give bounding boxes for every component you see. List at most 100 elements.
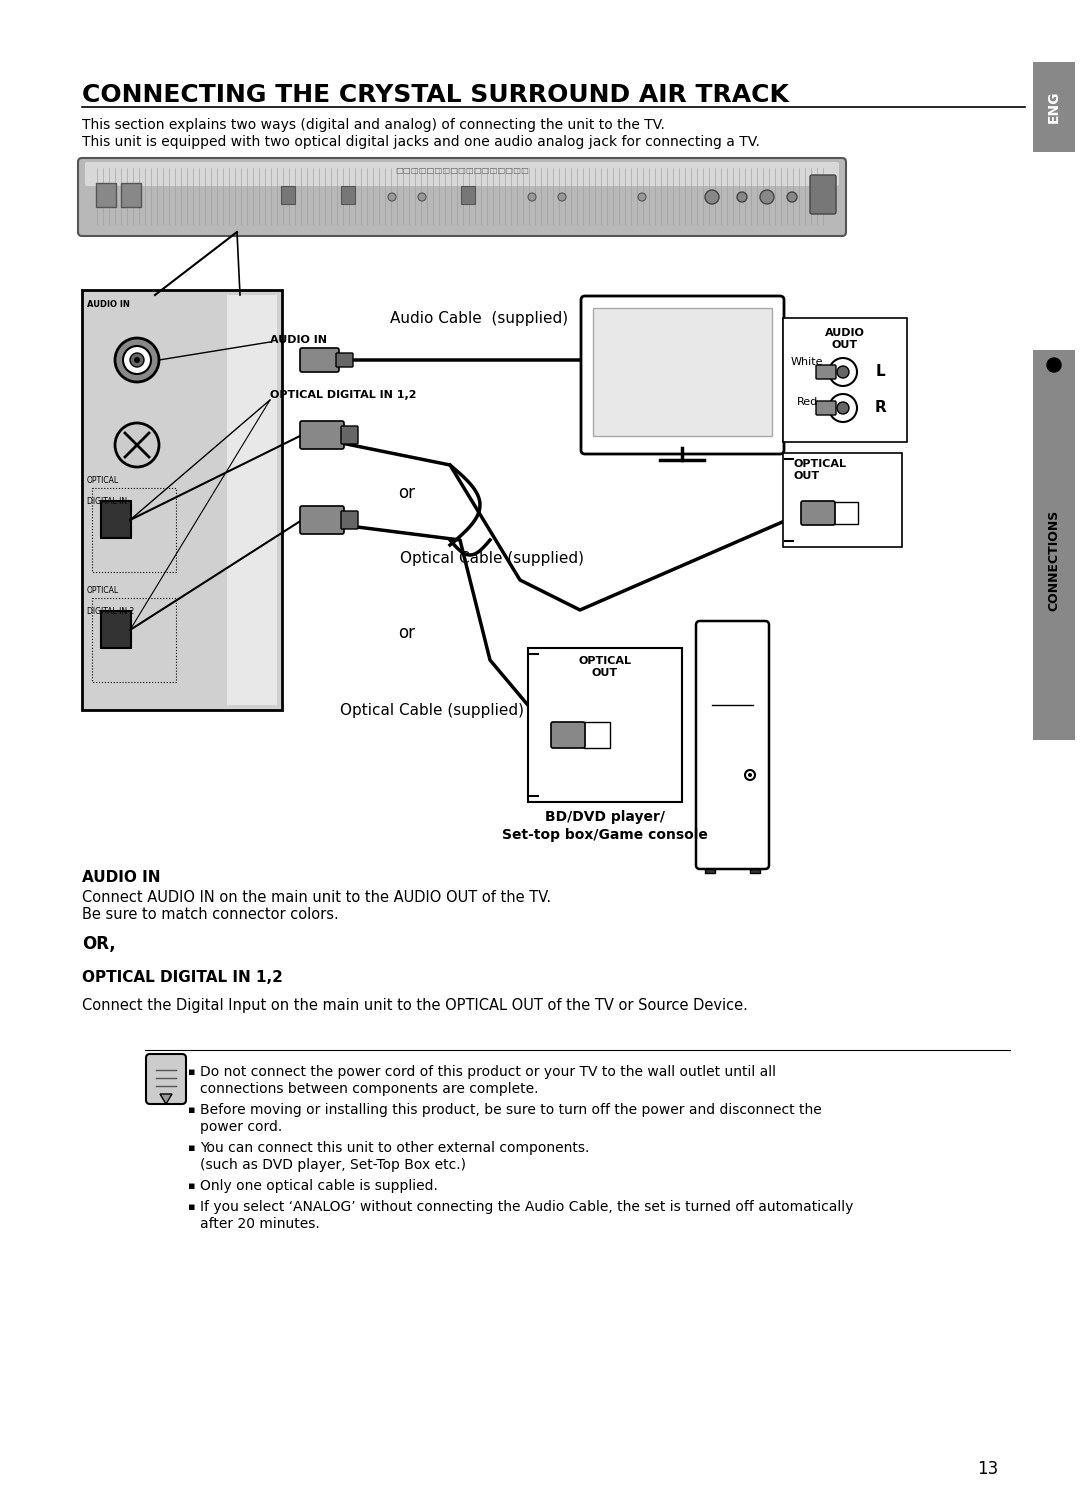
Text: or: or: [399, 483, 415, 501]
Circle shape: [837, 401, 849, 413]
Text: AUDIO IN: AUDIO IN: [82, 870, 161, 885]
Text: after 20 minutes.: after 20 minutes.: [200, 1217, 320, 1231]
Text: OPTICAL DIGITAL IN 1,2: OPTICAL DIGITAL IN 1,2: [82, 970, 283, 985]
Circle shape: [388, 192, 396, 201]
Circle shape: [705, 189, 719, 204]
Text: ▪: ▪: [188, 1106, 195, 1115]
Text: ▪: ▪: [188, 1143, 195, 1153]
FancyBboxPatch shape: [96, 184, 116, 207]
Circle shape: [114, 339, 159, 382]
FancyBboxPatch shape: [78, 158, 846, 236]
FancyBboxPatch shape: [551, 722, 585, 747]
Circle shape: [760, 189, 774, 204]
Text: power cord.: power cord.: [200, 1120, 282, 1134]
Text: Be sure to match connector colors.: Be sure to match connector colors.: [82, 907, 339, 922]
Circle shape: [130, 354, 144, 367]
FancyBboxPatch shape: [783, 454, 902, 548]
Circle shape: [558, 192, 566, 201]
Text: ▪: ▪: [188, 1067, 195, 1077]
Text: OPTICAL
OUT: OPTICAL OUT: [793, 460, 846, 480]
Text: □□□□□□□□□□□□□□□□□: □□□□□□□□□□□□□□□□□: [395, 166, 529, 175]
FancyBboxPatch shape: [801, 501, 835, 525]
FancyBboxPatch shape: [1032, 63, 1075, 152]
Text: connections between components are complete.: connections between components are compl…: [200, 1082, 539, 1097]
FancyBboxPatch shape: [816, 401, 836, 415]
Text: Before moving or installing this product, be sure to turn off the power and disc: Before moving or installing this product…: [200, 1103, 822, 1118]
Text: Connect AUDIO IN on the main unit to the AUDIO OUT of the TV.: Connect AUDIO IN on the main unit to the…: [82, 891, 551, 906]
Circle shape: [837, 366, 849, 377]
Text: OPTICAL
OUT: OPTICAL OUT: [579, 656, 632, 677]
Text: AUDIO IN: AUDIO IN: [270, 336, 327, 345]
FancyBboxPatch shape: [1032, 351, 1075, 740]
Text: DIGITAL IN 2: DIGITAL IN 2: [87, 607, 134, 616]
Text: CONNECTIONS: CONNECTIONS: [1048, 509, 1061, 610]
Circle shape: [123, 346, 151, 374]
FancyBboxPatch shape: [281, 186, 295, 204]
Circle shape: [748, 773, 752, 777]
Text: OPTICAL: OPTICAL: [87, 476, 119, 485]
Text: CONNECTING THE CRYSTAL SURROUND AIR TRACK: CONNECTING THE CRYSTAL SURROUND AIR TRAC…: [82, 84, 788, 107]
Circle shape: [418, 192, 426, 201]
Circle shape: [638, 192, 646, 201]
Text: AUDIO
OUT: AUDIO OUT: [825, 328, 865, 349]
FancyBboxPatch shape: [461, 186, 475, 204]
FancyBboxPatch shape: [300, 421, 345, 449]
Circle shape: [528, 192, 536, 201]
Text: Optical Cable (supplied): Optical Cable (supplied): [400, 551, 584, 565]
FancyBboxPatch shape: [102, 612, 131, 648]
Text: 13: 13: [977, 1461, 999, 1479]
Text: (such as DVD player, Set-Top Box etc.): (such as DVD player, Set-Top Box etc.): [200, 1158, 465, 1173]
FancyBboxPatch shape: [341, 186, 355, 204]
Text: Only one optical cable is supplied.: Only one optical cable is supplied.: [200, 1179, 437, 1194]
Text: or: or: [399, 624, 415, 642]
FancyBboxPatch shape: [102, 501, 131, 539]
Polygon shape: [160, 1094, 172, 1104]
Text: R: R: [874, 400, 886, 415]
FancyBboxPatch shape: [146, 1053, 186, 1104]
Text: AUDIO IN: AUDIO IN: [87, 300, 130, 309]
FancyBboxPatch shape: [336, 354, 353, 367]
Text: Red: Red: [796, 397, 818, 407]
FancyBboxPatch shape: [581, 295, 784, 454]
Text: Connect the Digital Input on the main unit to the OPTICAL OUT of the TV or Sourc: Connect the Digital Input on the main un…: [82, 998, 747, 1013]
Circle shape: [787, 192, 797, 201]
FancyBboxPatch shape: [300, 506, 345, 534]
Text: OR,: OR,: [82, 935, 116, 953]
Text: This unit is equipped with two optical digital jacks and one audio analog jack f: This unit is equipped with two optical d…: [82, 134, 760, 149]
Text: L: L: [875, 364, 885, 379]
FancyBboxPatch shape: [810, 175, 836, 213]
Text: OPTICAL: OPTICAL: [87, 586, 119, 595]
FancyBboxPatch shape: [82, 289, 282, 710]
FancyBboxPatch shape: [528, 648, 681, 803]
FancyBboxPatch shape: [593, 307, 772, 436]
Text: OPTICAL DIGITAL IN 1,2: OPTICAL DIGITAL IN 1,2: [270, 389, 417, 400]
FancyBboxPatch shape: [816, 366, 836, 379]
Text: BD/DVD player/: BD/DVD player/: [545, 810, 665, 824]
FancyBboxPatch shape: [227, 295, 276, 706]
Circle shape: [134, 357, 140, 363]
Text: DIGITAL IN: DIGITAL IN: [87, 497, 127, 506]
Text: This section explains two ways (digital and analog) of connecting the unit to th: This section explains two ways (digital …: [82, 118, 665, 131]
Circle shape: [1047, 358, 1061, 372]
Text: If you select ‘ANALOG’ without connecting the Audio Cable, the set is turned off: If you select ‘ANALOG’ without connectin…: [200, 1200, 853, 1214]
Circle shape: [737, 192, 747, 201]
FancyBboxPatch shape: [121, 184, 141, 207]
Circle shape: [829, 394, 858, 422]
Text: White: White: [791, 357, 823, 367]
FancyBboxPatch shape: [85, 163, 839, 186]
Text: ▪: ▪: [188, 1203, 195, 1212]
FancyBboxPatch shape: [750, 862, 760, 873]
Text: ENG: ENG: [1047, 91, 1061, 124]
Text: Do not connect the power cord of this product or your TV to the wall outlet unti: Do not connect the power cord of this pr…: [200, 1065, 777, 1079]
FancyBboxPatch shape: [783, 318, 907, 442]
Circle shape: [745, 770, 755, 780]
FancyBboxPatch shape: [696, 621, 769, 868]
Circle shape: [114, 424, 159, 467]
Circle shape: [829, 358, 858, 386]
Text: You can connect this unit to other external components.: You can connect this unit to other exter…: [200, 1141, 590, 1155]
Text: Set-top box/Game console: Set-top box/Game console: [502, 828, 707, 841]
FancyBboxPatch shape: [705, 862, 715, 873]
Text: Optical Cable (supplied): Optical Cable (supplied): [340, 703, 524, 718]
FancyBboxPatch shape: [300, 348, 339, 372]
Text: Audio Cable  (supplied): Audio Cable (supplied): [390, 310, 568, 325]
